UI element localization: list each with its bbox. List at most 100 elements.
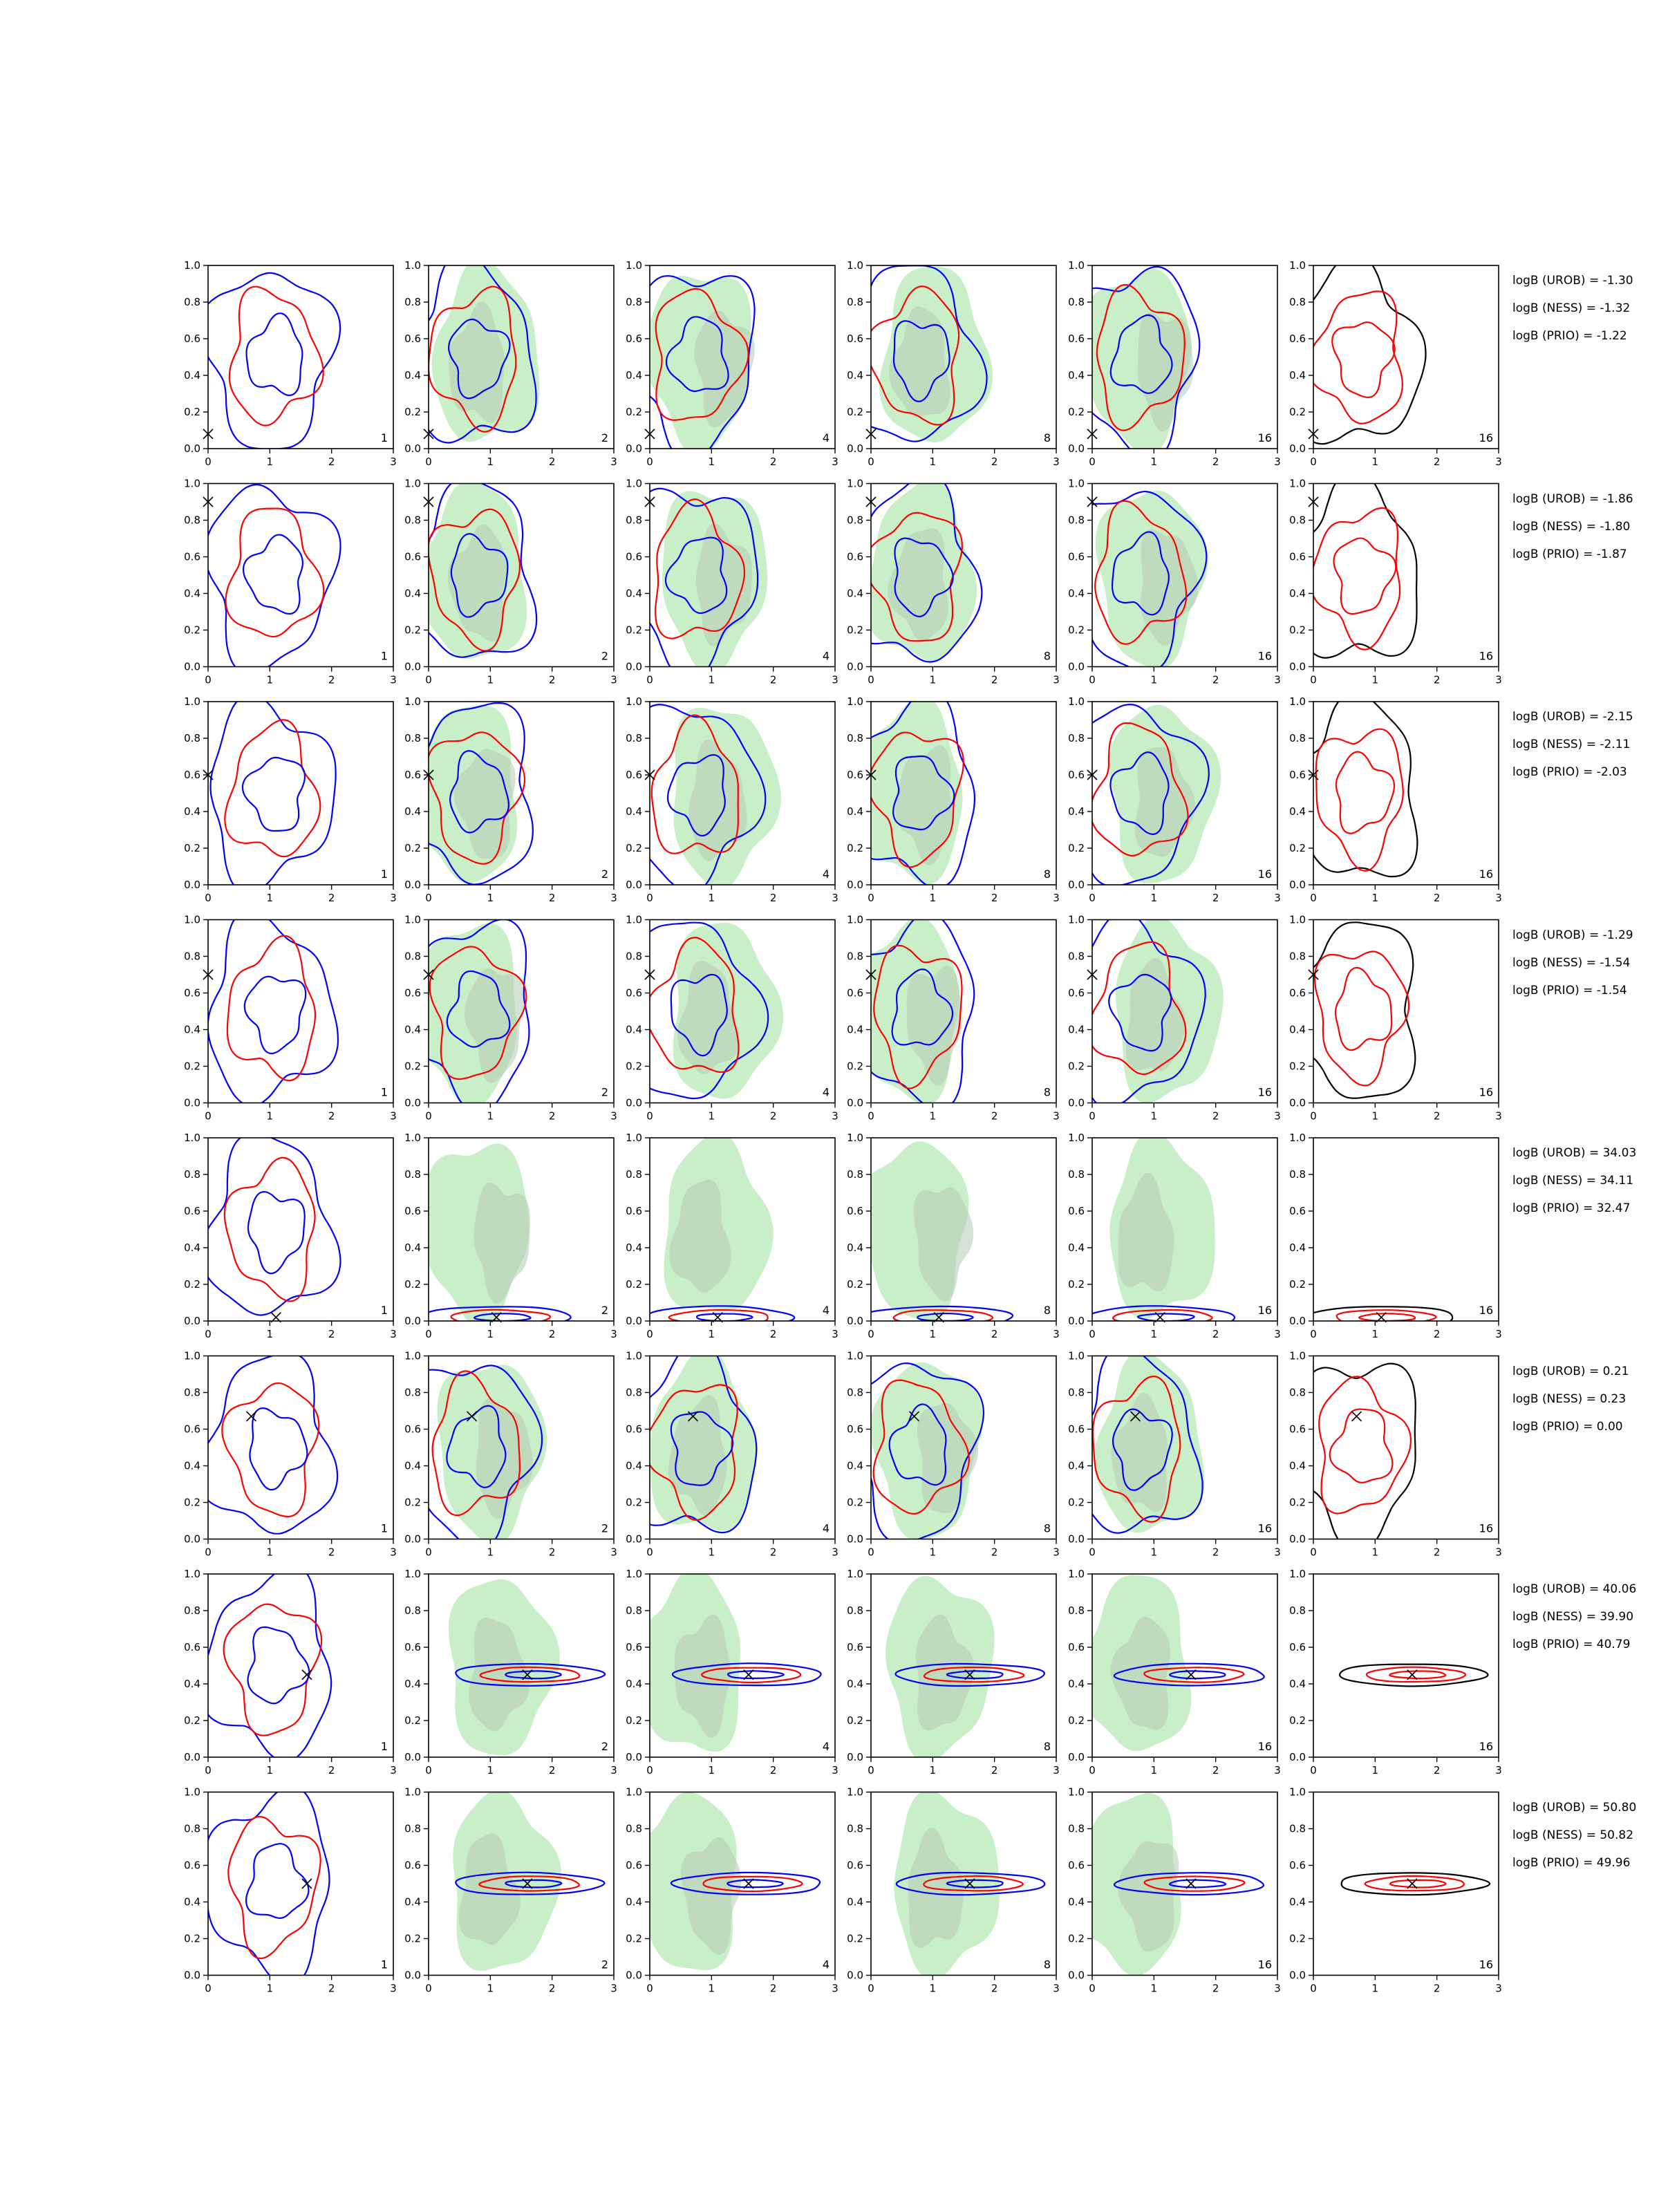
y-tick-label: 0.2 xyxy=(626,1060,642,1073)
contour-line xyxy=(449,750,510,834)
filled-density-inner xyxy=(1125,958,1186,1071)
y-tick-label: 0.6 xyxy=(1068,1859,1085,1872)
truth-marker xyxy=(1351,1411,1362,1422)
x-tick-label: 1 xyxy=(1372,1546,1379,1559)
y-tick-label: 0.2 xyxy=(404,842,421,854)
y-tick-label: 0.0 xyxy=(184,1533,200,1546)
contour-line xyxy=(208,484,341,667)
x-tick-label: 2 xyxy=(328,1328,335,1340)
y-tick-label: 0.8 xyxy=(1068,296,1085,308)
y-tick-label: 0.6 xyxy=(404,1641,421,1653)
contour-line xyxy=(668,1309,769,1321)
x-tick-label: 0 xyxy=(425,1328,432,1340)
x-tick-label: 1 xyxy=(267,1328,274,1340)
contour-line xyxy=(1092,265,1201,449)
x-tick-label: 2 xyxy=(1434,1110,1441,1123)
contour-line xyxy=(665,316,729,393)
axes-frame xyxy=(870,919,1057,1104)
y-tick-label: 0.0 xyxy=(184,1751,200,1763)
contour-line xyxy=(655,498,746,639)
truth-marker xyxy=(687,1411,699,1422)
x-tick-label: 0 xyxy=(1310,1983,1317,1995)
panel-number: 16 xyxy=(1479,868,1493,881)
y-tick-label: 0.8 xyxy=(1289,1387,1306,1399)
panel-number: 4 xyxy=(823,1086,830,1099)
y-tick-label: 0.0 xyxy=(1068,1315,1085,1327)
y-tick-label: 0.4 xyxy=(404,369,421,382)
y-tick-label: 0.4 xyxy=(847,1896,863,1909)
panel-number: 4 xyxy=(823,1740,830,1753)
y-tick-label: 0.6 xyxy=(1289,551,1306,563)
contour-line xyxy=(891,968,954,1046)
axes-frame xyxy=(1091,919,1278,1104)
truth-marker xyxy=(301,1669,312,1680)
y-tick-label: 1.0 xyxy=(847,914,863,926)
x-tick-label: 2 xyxy=(991,674,998,686)
x-tick-label: 3 xyxy=(390,456,397,468)
axes-frame xyxy=(428,701,615,885)
subplot-r5-c6: 0 1 2 3 0.0 0.2 0.4 0.6 0.8 1.0 16 xyxy=(1289,1132,1502,1340)
contour-line xyxy=(1168,1879,1227,1888)
x-tick-label: 3 xyxy=(1053,1328,1060,1340)
subplot-r6-c6: 0 1 2 3 0.0 0.2 0.4 0.6 0.8 1.0 16 xyxy=(1289,1350,1502,1559)
subplot-r8-c2: 0 1 2 30.00.20.40.60.81.02 xyxy=(404,1786,617,1995)
truth-marker xyxy=(1185,1669,1197,1680)
subplot-r6-c2: 0 1 2 30.00.20.40.60.81.02 xyxy=(404,1350,617,1559)
filled-density-inner xyxy=(894,745,953,865)
x-tick-label: 1 xyxy=(487,1546,494,1559)
y-tick-label: 1.0 xyxy=(626,478,642,490)
contour-line xyxy=(223,1156,316,1302)
axes-frame xyxy=(649,1137,836,1322)
y-tick-label: 0.2 xyxy=(626,842,642,854)
subplot-r1-c2: 0 1 2 30.00.20.40.60.81.02 xyxy=(404,259,617,468)
x-tick-label: 1 xyxy=(709,1546,715,1559)
panel-number: 8 xyxy=(1044,868,1051,881)
y-tick-label: 0.2 xyxy=(1289,1060,1306,1073)
contour-line xyxy=(505,1670,562,1680)
truth-marker xyxy=(466,1411,478,1422)
x-tick-label: 3 xyxy=(1495,1546,1502,1559)
y-tick-label: 0.4 xyxy=(626,1896,642,1909)
contour-line xyxy=(1313,1306,1454,1321)
y-tick-label: 0.0 xyxy=(404,442,421,455)
y-tick-label: 0.8 xyxy=(847,1387,863,1399)
axes-frame xyxy=(428,1573,615,1758)
y-tick-label: 0.8 xyxy=(1289,296,1306,308)
panel-number: 16 xyxy=(1258,431,1272,444)
subplot-r7-c1: 0 1 2 3 0.0 0.2 0.4 0.6 0.8 1.0 1 xyxy=(184,1568,397,1777)
x-tick-label: 2 xyxy=(1212,456,1219,468)
panel-number: 8 xyxy=(1044,1740,1051,1753)
y-tick-label: 0.0 xyxy=(847,442,863,455)
x-tick-label: 3 xyxy=(1495,1328,1502,1340)
x-tick-label: 2 xyxy=(328,1983,335,1995)
x-tick-label: 2 xyxy=(770,674,777,686)
x-tick-label: 2 xyxy=(1434,892,1441,904)
x-tick-label: 0 xyxy=(1089,1546,1096,1559)
x-tick-label: 2 xyxy=(1434,1764,1441,1777)
y-tick-label: 0.4 xyxy=(1068,1678,1085,1690)
x-tick-label: 0 xyxy=(868,456,874,468)
panel-number: 8 xyxy=(1044,1522,1051,1535)
y-tick-label: 0.8 xyxy=(404,1168,421,1181)
subplot-r7-c3: 0 1 2 3 0.0 0.2 0.4 0.6 0.8 1.0 4 xyxy=(626,1568,838,1777)
subplot-r5-c3: 0 1 2 3 0.0 0.2 0.4 0.6 0.8 1.0 4 xyxy=(626,1132,838,1340)
filled-density-inner xyxy=(474,1182,530,1304)
y-tick-label: 0.2 xyxy=(1289,624,1306,637)
contour-line xyxy=(1092,1305,1236,1321)
subplot-r8-c3: 0 1 2 3 0.0 0.2 0.4 0.6 0.8 1.0 4 xyxy=(626,1786,838,1995)
axes-frame xyxy=(1091,265,1278,449)
y-tick-label: 0.2 xyxy=(626,1278,642,1291)
panel-number: 16 xyxy=(1479,1522,1493,1535)
x-tick-label: 1 xyxy=(267,1546,274,1559)
panel-number: 1 xyxy=(381,650,388,663)
x-tick-label: 0 xyxy=(1089,1764,1096,1777)
y-tick-label: 0.8 xyxy=(1068,1823,1085,1835)
x-tick-label: 0 xyxy=(425,1546,432,1559)
filled-density-inner xyxy=(888,528,948,641)
y-tick-label: 0.4 xyxy=(184,1896,200,1909)
x-tick-label: 0 xyxy=(868,674,874,686)
plot-area xyxy=(1313,265,1427,445)
contour-line xyxy=(670,1871,821,1895)
axes-frame xyxy=(207,482,394,668)
filled-density-inner xyxy=(447,524,507,642)
